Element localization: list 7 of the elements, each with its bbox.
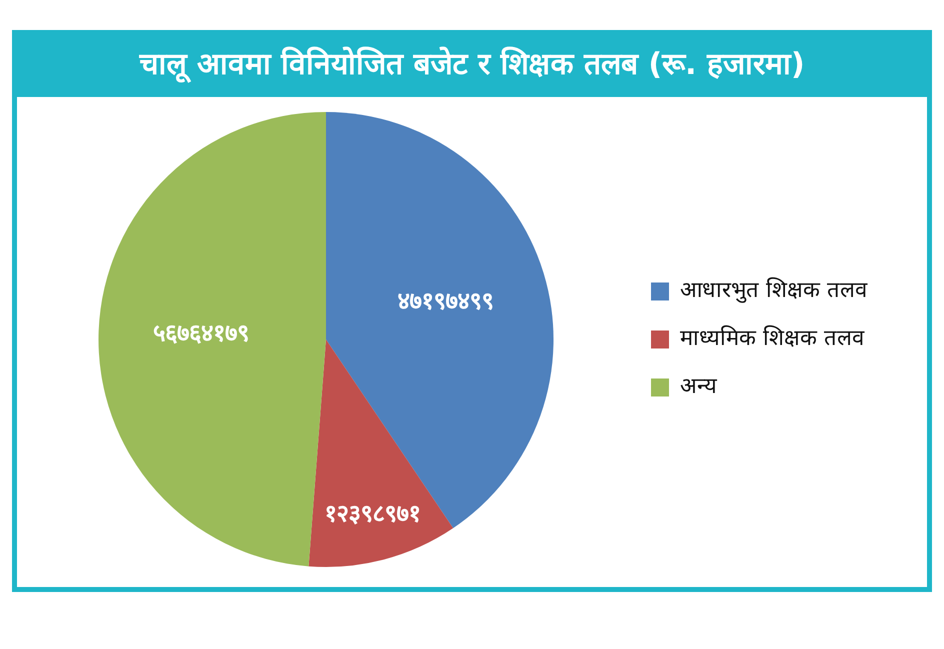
- data-label: ५६७६४१७९: [152, 318, 249, 347]
- data-label: ४७१९७४९९: [398, 287, 494, 316]
- chart-title: चालू आवमा विनियोजित बजेट र शिक्षक तलब (रू. हजारमा): [17, 35, 927, 97]
- legend-label: अन्य: [680, 374, 718, 400]
- legend-label: आधारभुत शिक्षक तलव: [680, 277, 868, 304]
- legend-label: माध्यमिक शिक्षक तलव: [680, 325, 865, 352]
- data-label: १२३९८९७१: [324, 500, 420, 528]
